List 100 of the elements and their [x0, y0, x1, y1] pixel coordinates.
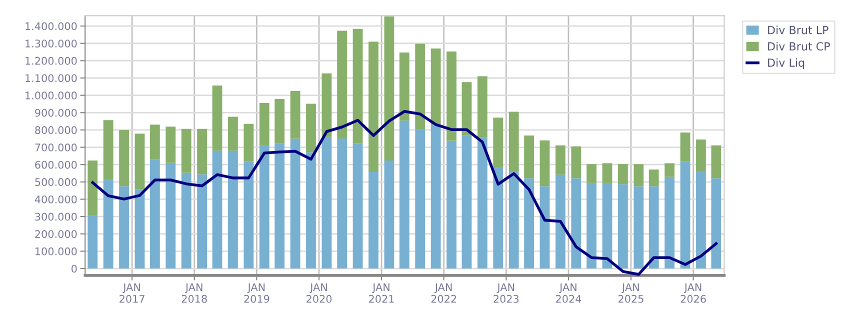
bar: [244, 161, 254, 269]
bar: [384, 160, 394, 269]
bar: [399, 52, 410, 121]
y-tick-label: 300.000: [35, 212, 77, 221]
bar: [290, 138, 300, 269]
bar: [134, 189, 145, 269]
y-tick-label: 1.300.000: [26, 40, 77, 48]
bar: [352, 28, 363, 144]
bar: [446, 140, 456, 269]
bar: [540, 186, 550, 269]
x-tick-label: JAN 2017: [120, 283, 144, 303]
legend-label: Div Brut LP: [768, 26, 828, 34]
bar: [711, 178, 722, 269]
bar: [711, 145, 722, 178]
bar: [384, 16, 394, 160]
bar: [696, 171, 706, 269]
y-tick-label: 1.200.000: [26, 56, 77, 65]
bar: [430, 48, 441, 125]
bar: [166, 162, 176, 269]
bar: [618, 164, 628, 184]
bar: [306, 104, 316, 152]
bar: [181, 172, 192, 269]
x-tick-label: JAN 2021: [369, 283, 394, 303]
bar: [508, 112, 519, 172]
bar: [399, 120, 410, 269]
bar: [648, 186, 659, 269]
bar: [446, 52, 456, 141]
bar: [477, 137, 488, 269]
bar: [680, 132, 690, 162]
bar: [259, 102, 270, 146]
bar: [212, 85, 222, 151]
bar: [415, 130, 426, 269]
bar: [228, 150, 238, 269]
bar: [634, 164, 644, 186]
bar: [571, 178, 582, 269]
y-tick-label: 0: [72, 264, 77, 273]
bar: [197, 128, 208, 174]
bar: [119, 186, 129, 269]
bar: [103, 178, 114, 269]
bar: [150, 159, 160, 269]
bar: [103, 120, 114, 179]
x-tick-label: JAN 2026: [680, 283, 706, 303]
bar: [290, 90, 300, 139]
bar: [540, 140, 550, 186]
x-tick-label: JAN 2023: [494, 283, 519, 303]
x-tick-label: JAN 2025: [618, 283, 644, 303]
bar: [166, 126, 176, 163]
bar: [134, 134, 145, 190]
y-tick-label: 900.000: [35, 108, 77, 117]
x-tick-label: JAN 2024: [556, 283, 582, 303]
bar: [508, 171, 519, 269]
bar: [462, 135, 472, 269]
y-tick-label: 700.000: [35, 144, 77, 152]
bar: [119, 130, 129, 186]
bar: [368, 172, 378, 269]
y-tick-label: 200.000: [35, 230, 77, 238]
bar: [368, 42, 378, 172]
bar: [524, 178, 534, 269]
bar: [634, 186, 644, 269]
y-tick-label: 100.000: [36, 247, 77, 256]
bar: [586, 164, 596, 183]
bar: [337, 138, 348, 269]
bar: [274, 143, 285, 269]
bar: [430, 124, 441, 269]
bar: [322, 136, 332, 269]
line-series: [91, 110, 718, 276]
y-tick-label: 1.100.000: [26, 74, 77, 82]
y-tick-label: 500.000: [35, 178, 77, 186]
bar: [477, 76, 488, 138]
bar: [556, 174, 566, 269]
bar: [493, 167, 504, 269]
x-tick-label: JAN 2022: [431, 283, 456, 303]
bar: [150, 124, 160, 160]
y-tick-label: 1.000.000: [26, 92, 77, 100]
bar: [259, 145, 270, 269]
bar: [306, 152, 316, 269]
bar: [493, 118, 504, 168]
bar: [618, 184, 628, 269]
y-tick-label: 800.000: [35, 126, 77, 134]
bar: [696, 139, 706, 172]
bar: [648, 169, 659, 186]
x-tick-label: JAN 2020: [306, 283, 332, 303]
y-tick-label: 400.000: [34, 195, 77, 204]
bar: [212, 150, 222, 269]
x-tick-label: JAN 2018: [182, 283, 207, 303]
bar: [181, 128, 192, 173]
bar: [524, 136, 534, 178]
bar: [586, 182, 596, 269]
bar: [602, 182, 612, 269]
legend-label: Div Brut CP: [768, 42, 830, 51]
bar: [680, 161, 690, 269]
bar: [664, 163, 675, 177]
bar: [197, 174, 208, 269]
bar: [602, 163, 612, 183]
bar: [337, 30, 348, 138]
bar: [88, 216, 98, 269]
bar: [274, 98, 285, 144]
bar: [244, 124, 254, 162]
bar: [556, 145, 566, 175]
y-tick-label: 600.000: [35, 160, 77, 169]
